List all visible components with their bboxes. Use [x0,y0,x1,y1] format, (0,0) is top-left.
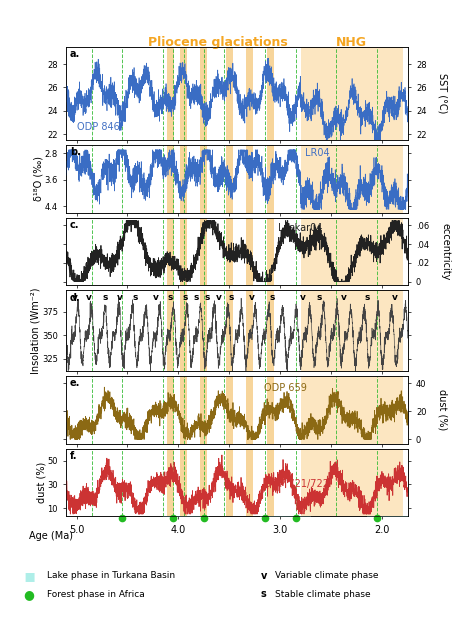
Text: v: v [392,293,397,302]
Text: ODP 721/722: ODP 721/722 [264,479,329,489]
Text: s: s [269,293,275,302]
Text: b.: b. [70,147,81,157]
Bar [167,218,174,286]
Y-axis label: dust (%): dust (%) [438,389,447,430]
Bar [266,448,273,516]
Bar [246,47,253,140]
Y-axis label: dust (%): dust (%) [36,462,46,503]
Bar [301,145,402,213]
Text: s: s [229,293,234,302]
Bar [301,218,402,286]
Text: v: v [216,293,222,302]
Text: Laskar04: Laskar04 [278,223,322,233]
Bar [226,291,233,371]
Text: v: v [72,293,77,302]
Text: s: s [261,589,266,599]
Text: v: v [249,293,255,302]
Bar [266,218,273,286]
Text: s: s [316,293,322,302]
Bar [301,47,402,140]
Text: s: s [102,293,108,302]
Text: a.: a. [70,49,80,59]
Bar [226,376,233,443]
Text: v: v [117,293,122,302]
Bar [180,218,187,286]
Bar [180,291,187,371]
Text: v: v [153,293,159,302]
Bar [266,47,273,140]
Bar [201,448,208,516]
Text: s: s [168,293,173,302]
Bar [180,448,187,516]
Y-axis label: eccentricity: eccentricity [440,223,450,280]
Text: ●: ● [24,588,35,601]
Bar [201,145,208,213]
Text: LR04: LR04 [305,148,330,159]
Bar [167,145,174,213]
Text: c.: c. [70,220,79,230]
Bar [167,47,174,140]
Bar [167,376,174,443]
Bar [163,516,209,517]
Bar [226,448,233,516]
Text: f.: f. [70,451,77,460]
Bar [201,47,208,140]
Text: Forest phase in Africa: Forest phase in Africa [47,590,145,599]
Bar [266,376,273,443]
Text: s: s [183,293,188,302]
Bar [201,376,208,443]
Text: ▪: ▪ [24,567,36,584]
Text: Variable climate phase: Variable climate phase [275,571,378,580]
Text: s: s [364,293,370,302]
Text: ODP 846: ODP 846 [77,123,119,133]
Text: s: s [193,293,199,302]
Text: NHG: NHG [336,36,367,49]
Bar [246,145,253,213]
Text: s: s [133,293,138,302]
Bar [246,291,253,371]
Bar [301,291,402,371]
Bar [301,376,402,443]
Bar [266,145,273,213]
Y-axis label: SST (°C): SST (°C) [438,73,448,113]
Bar [246,218,253,286]
Bar [167,448,174,516]
Bar [226,218,233,286]
Bar [201,291,208,371]
Text: Lake phase in Turkana Basin: Lake phase in Turkana Basin [47,571,175,580]
Bar [167,291,174,371]
Bar [180,47,187,140]
Y-axis label: δ¹⁸O (‰): δ¹⁸O (‰) [33,156,43,201]
Text: v: v [300,293,306,302]
Text: Stable climate phase: Stable climate phase [275,590,371,599]
Bar [246,376,253,443]
Text: v: v [86,293,91,302]
Y-axis label: Insolation (Wm⁻²): Insolation (Wm⁻²) [31,287,41,374]
Bar [301,448,402,516]
Text: Pliocene glaciations: Pliocene glaciations [148,36,288,49]
Bar [266,291,273,371]
Text: e.: e. [70,378,80,388]
Bar [180,145,187,213]
Text: d.: d. [70,293,81,303]
Text: v: v [261,571,267,581]
Bar [201,218,208,286]
Text: s: s [204,293,210,302]
Bar [180,376,187,443]
Bar [226,47,233,140]
Bar [226,145,233,213]
Bar [367,516,408,517]
Text: v: v [340,293,346,302]
Text: ODP 659: ODP 659 [264,383,307,392]
Text: Age (Ma): Age (Ma) [29,532,73,542]
Bar [246,448,253,516]
Bar [260,516,311,517]
